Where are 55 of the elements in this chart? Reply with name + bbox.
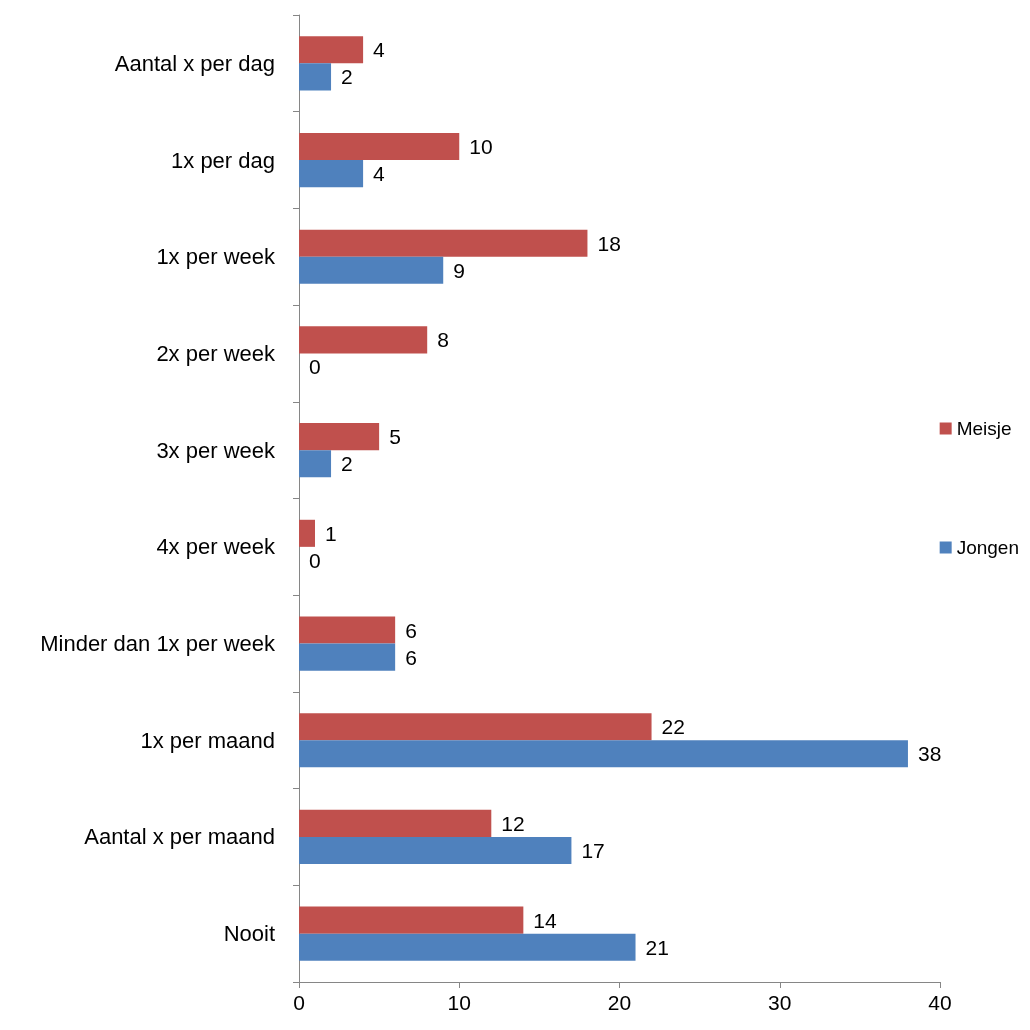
data-label: 12: [501, 811, 525, 835]
legend-label: Jongen: [956, 537, 1020, 558]
y-tick-label: 1x per week: [156, 244, 276, 270]
x-tick-label: 10: [447, 991, 471, 1014]
y-tick-label: 3x per week: [156, 437, 276, 463]
y-tick-label: Nooit: [223, 921, 275, 947]
bar: [299, 160, 364, 188]
data-label: 6: [405, 618, 417, 642]
data-label: 9: [453, 258, 465, 282]
bar: [299, 933, 636, 961]
bar: [299, 740, 908, 768]
bar: [299, 132, 460, 161]
data-label: 2: [341, 452, 353, 476]
y-tick-label: 1x per maand: [140, 727, 275, 753]
data-label: 38: [917, 742, 942, 766]
x-tick-label: 30: [768, 991, 792, 1014]
bar: [299, 63, 332, 91]
y-tick-label: 1x per dag: [171, 147, 275, 173]
data-label: 22: [661, 715, 685, 739]
bar: [299, 450, 332, 478]
data-label: 14: [533, 908, 558, 932]
y-tick-label: 2x per week: [156, 340, 276, 366]
data-label: 5: [389, 425, 401, 449]
x-tick-label: 0: [293, 991, 305, 1014]
bar: [299, 229, 588, 257]
y-tick-label: 4x per week: [156, 534, 276, 560]
bar: [299, 256, 444, 284]
data-label: 10: [469, 135, 493, 159]
bar: [299, 643, 396, 671]
x-tick-label: 40: [928, 991, 952, 1014]
bar: [299, 36, 364, 64]
data-label: 8: [437, 328, 449, 352]
bar: [299, 616, 396, 644]
data-label: 21: [645, 935, 669, 959]
data-label: 4: [373, 162, 386, 186]
data-label: 18: [597, 231, 621, 255]
bar: [299, 836, 572, 865]
y-tick-label: Aantal x per dag: [114, 50, 275, 76]
data-label: 6: [405, 645, 417, 669]
y-tick-label: Minder dan 1x per week: [40, 631, 276, 657]
data-label: 4: [373, 38, 386, 62]
bar: [299, 809, 492, 837]
data-label: 17: [581, 838, 605, 862]
legend-label: Meisje: [956, 418, 1012, 439]
bar: [299, 326, 428, 354]
x-tick-label: 20: [607, 991, 632, 1014]
data-label: 0: [309, 548, 321, 572]
y-tick-label: Aantal x per maand: [84, 824, 275, 850]
bar: [299, 906, 524, 934]
bar: [299, 519, 316, 547]
data-label: 0: [309, 355, 321, 379]
data-label: 1: [325, 521, 337, 545]
bar: [299, 423, 380, 451]
bar: [299, 713, 652, 741]
data-label: 2: [341, 65, 353, 89]
